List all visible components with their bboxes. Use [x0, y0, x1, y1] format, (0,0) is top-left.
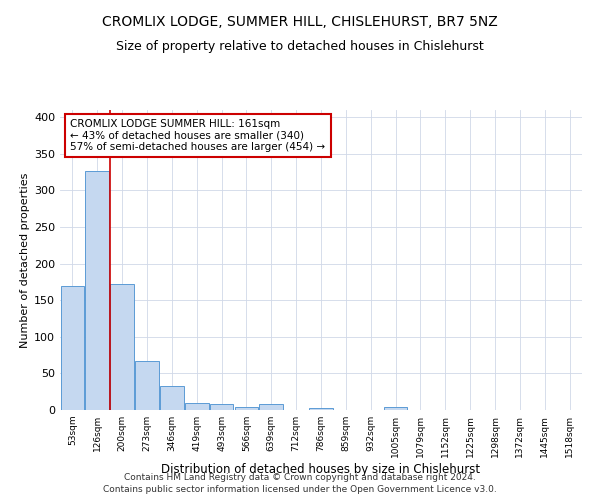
Bar: [235, 407, 258, 410]
Bar: [61, 286, 84, 410]
Bar: [185, 402, 209, 410]
Text: Size of property relative to detached houses in Chislehurst: Size of property relative to detached ho…: [116, 40, 484, 53]
Bar: [160, 386, 184, 410]
Bar: [259, 404, 283, 410]
Y-axis label: Number of detached properties: Number of detached properties: [20, 172, 30, 348]
Bar: [210, 404, 233, 410]
Bar: [85, 170, 109, 410]
Text: Contains HM Land Registry data © Crown copyright and database right 2024.: Contains HM Land Registry data © Crown c…: [124, 473, 476, 482]
X-axis label: Distribution of detached houses by size in Chislehurst: Distribution of detached houses by size …: [161, 462, 481, 475]
Text: CROMLIX LODGE, SUMMER HILL, CHISLEHURST, BR7 5NZ: CROMLIX LODGE, SUMMER HILL, CHISLEHURST,…: [102, 15, 498, 29]
Bar: [135, 361, 159, 410]
Text: Contains public sector information licensed under the Open Government Licence v3: Contains public sector information licen…: [103, 486, 497, 494]
Text: CROMLIX LODGE SUMMER HILL: 161sqm
← 43% of detached houses are smaller (340)
57%: CROMLIX LODGE SUMMER HILL: 161sqm ← 43% …: [70, 119, 326, 152]
Bar: [110, 284, 134, 410]
Bar: [309, 408, 333, 410]
Bar: [384, 407, 407, 410]
